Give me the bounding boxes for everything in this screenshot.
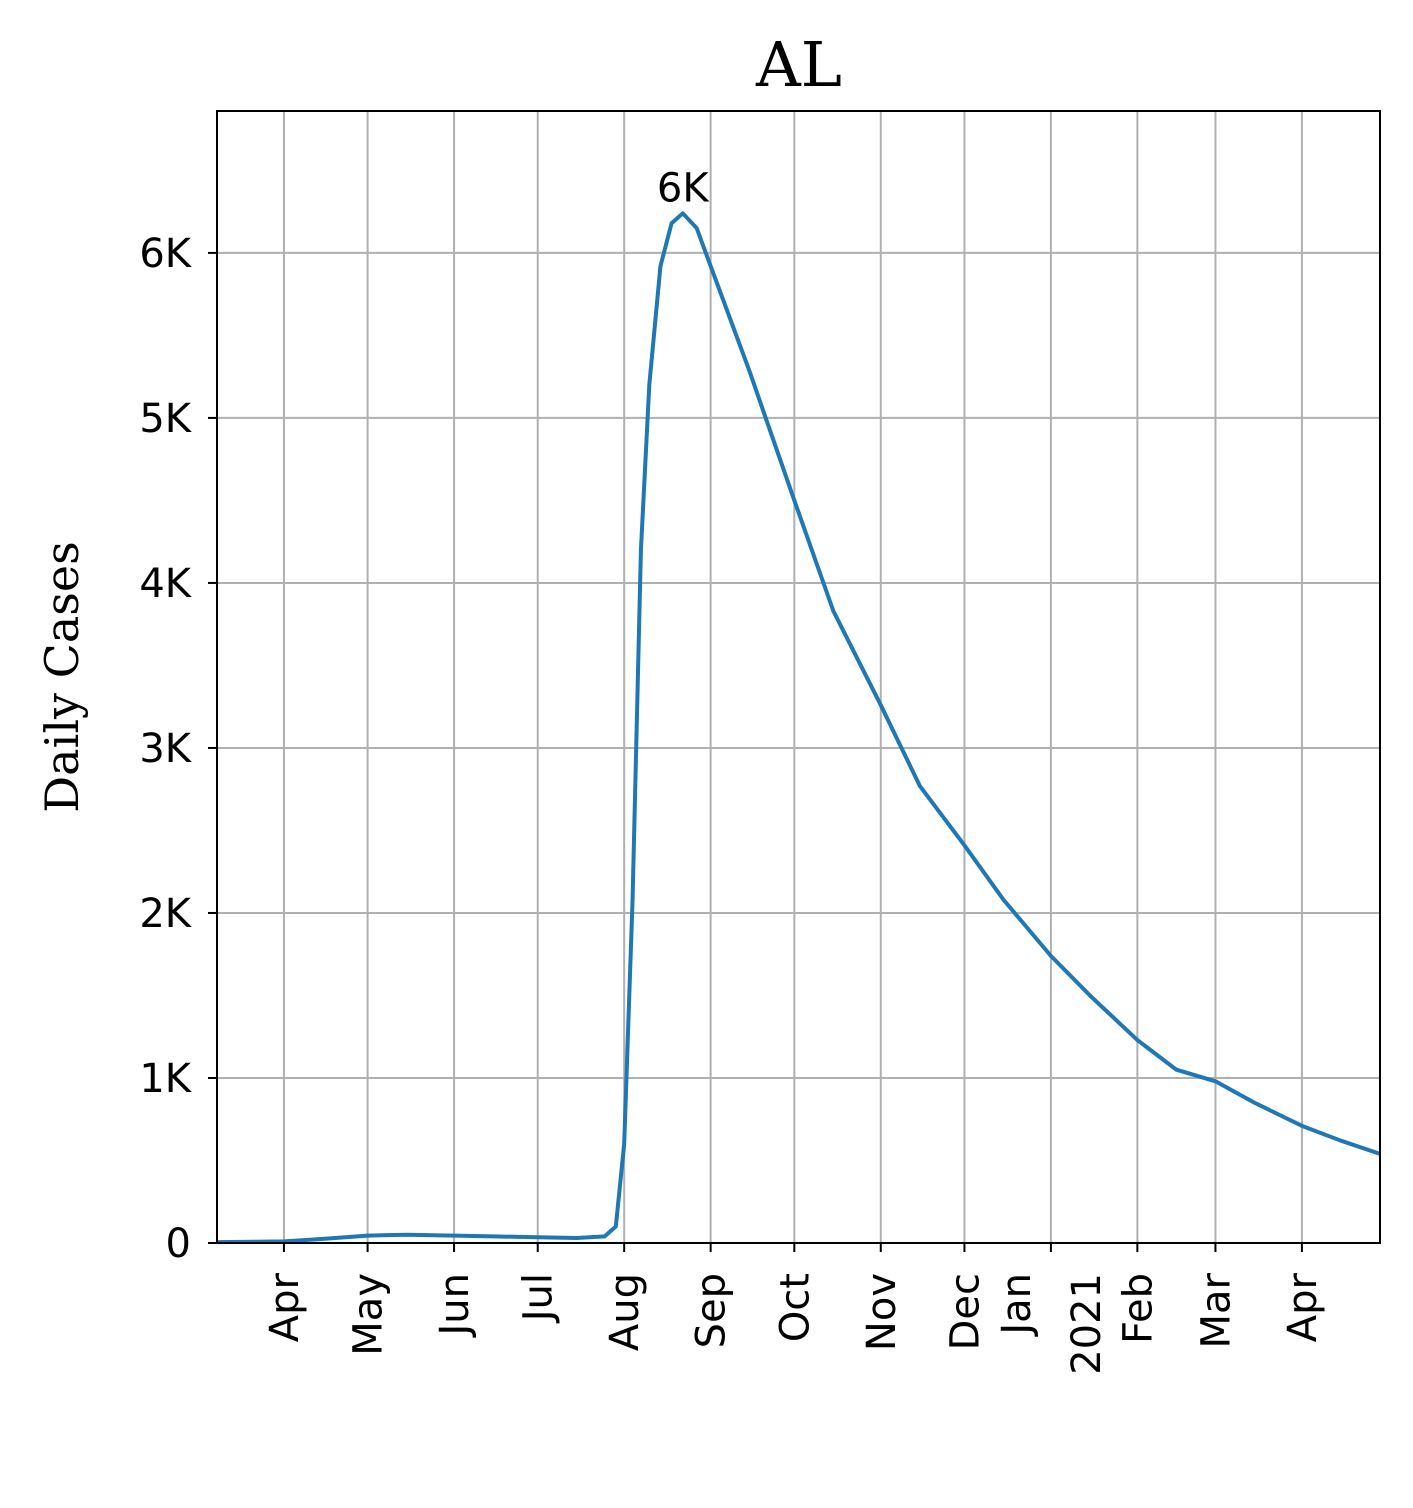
x-tick-label: Dec — [942, 1273, 988, 1350]
x-tick-label: Jan 2021 — [994, 1273, 1110, 1375]
y-tick-label: 3K — [139, 726, 192, 772]
x-tick-label: Mar — [1193, 1272, 1239, 1348]
x-tick-label: Sep — [689, 1273, 735, 1348]
x-tick-label: Apr — [262, 1272, 308, 1342]
chart-title: AL — [755, 28, 842, 101]
y-tick-label: 6K — [139, 231, 192, 277]
x-tick-label: Jul — [516, 1273, 562, 1324]
x-tick-label: Jun — [432, 1273, 478, 1339]
y-tick-label: 1K — [139, 1056, 192, 1102]
x-tick-label: Aug — [602, 1273, 648, 1351]
y-tick-label: 0 — [166, 1221, 191, 1267]
x-tick-label: Apr — [1280, 1272, 1326, 1342]
annotation: 6K — [657, 165, 710, 211]
plot-frame — [216, 110, 1381, 1244]
x-tick-label: May — [346, 1273, 392, 1356]
x-tick-label: Nov — [859, 1273, 905, 1351]
y-tick-label: 2K — [139, 891, 192, 937]
y-axis-label: Daily Cases — [35, 541, 89, 812]
y-tick-label: 5K — [139, 396, 192, 442]
x-tick-label: Feb — [1115, 1273, 1161, 1344]
x-tick-label: Oct — [772, 1273, 818, 1342]
y-tick-label: 4K — [139, 561, 192, 607]
data-line — [216, 211, 1381, 1245]
